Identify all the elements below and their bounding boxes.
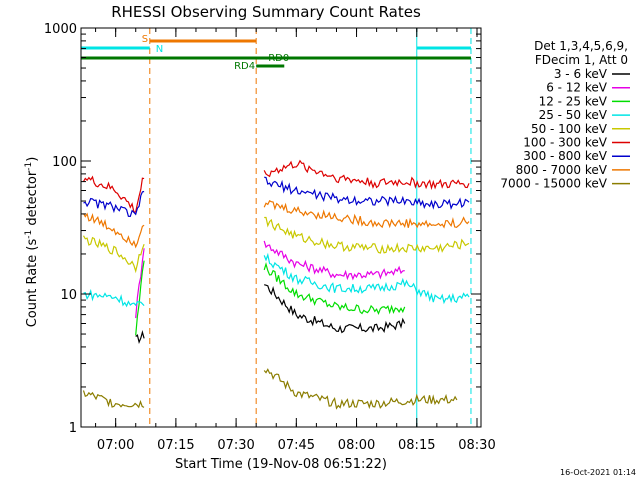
x-tick-label: 08:00 xyxy=(338,438,375,453)
y-tick-label: 100 xyxy=(52,155,77,170)
y-tick-label: 1000 xyxy=(44,22,77,37)
flag-label: N xyxy=(156,44,163,55)
axes: 1 10 100 1000 07:00 07:15 07:30 07:45 08:00 08:15… xyxy=(44,22,496,453)
series-line xyxy=(263,368,458,410)
y-axis-label-exponent: -1 xyxy=(24,162,34,171)
y-axis-label: Count Rate (s-1 detector-1) xyxy=(24,157,40,328)
legend-label: 12 - 25 keV xyxy=(539,94,608,108)
x-tick-label: 08:15 xyxy=(398,438,435,453)
y-axis-label-part: detector xyxy=(25,170,40,230)
legend-label: 25 - 50 keV xyxy=(539,108,608,122)
plot-frame xyxy=(80,27,482,428)
y-tick-label: 1 xyxy=(69,421,77,436)
plot-area xyxy=(81,28,481,427)
legend-header-line: FDecim 1, Att 0 xyxy=(535,53,628,67)
series-line xyxy=(82,390,145,409)
series-line xyxy=(263,252,470,305)
series-line xyxy=(264,176,470,210)
legend-label: 300 - 800 keV xyxy=(523,149,607,163)
flag-label: S xyxy=(142,34,148,45)
series-line xyxy=(135,260,145,336)
x-tick-label: 07:00 xyxy=(97,438,134,453)
legend-label: 50 - 100 keV xyxy=(531,122,608,136)
legend-label: 100 - 300 keV xyxy=(523,136,607,150)
y-tick-label: 10 xyxy=(60,288,77,303)
series-line xyxy=(135,248,145,319)
legend-label: 7000 - 15000 keV xyxy=(500,177,607,191)
chart-title: RHESSI Observing Summary Count Rates xyxy=(111,3,421,21)
legend-label: 800 - 7000 keV xyxy=(516,163,608,177)
series-line xyxy=(263,199,470,229)
x-tick-label: 07:15 xyxy=(157,438,194,453)
y-axis-label-exponent: -1 xyxy=(24,230,34,239)
annotation-layer: SN RD0 RD4 xyxy=(80,28,472,427)
flag-label: RD0 xyxy=(268,53,289,64)
legend-label: 6 - 12 keV xyxy=(546,81,608,95)
series-line xyxy=(264,216,470,254)
series-line xyxy=(263,240,405,281)
series-layer xyxy=(82,159,470,410)
x-axis-label: Start Time (19-Nov-08 06:51:22) xyxy=(175,457,387,472)
x-tick-label: 08:30 xyxy=(458,438,495,453)
series-line xyxy=(135,330,145,344)
flag-label: RD4 xyxy=(234,61,255,72)
x-tick-label: 07:30 xyxy=(217,438,254,453)
y-axis-label-part: ) xyxy=(25,157,40,162)
y-axis-label-part: Count Rate (s xyxy=(25,239,40,328)
series-line xyxy=(83,190,145,218)
series-line xyxy=(264,284,406,334)
x-tick-label: 07:45 xyxy=(278,438,315,453)
footer-date: 16-Oct-2021 01:14 xyxy=(560,468,636,477)
series-line xyxy=(82,175,145,213)
legend-header-line: Det 1,3,4,5,6,9, xyxy=(534,39,628,53)
series-line xyxy=(263,159,470,191)
legend-label: 3 - 6 keV xyxy=(554,67,608,81)
series-line xyxy=(263,261,406,316)
legend: Det 1,3,4,5,6,9, FDecim 1, Att 0 3 - 6 k… xyxy=(500,39,630,191)
plot-background xyxy=(81,28,481,427)
series-line xyxy=(82,235,145,274)
series-line xyxy=(82,212,145,249)
series-line xyxy=(83,288,145,308)
